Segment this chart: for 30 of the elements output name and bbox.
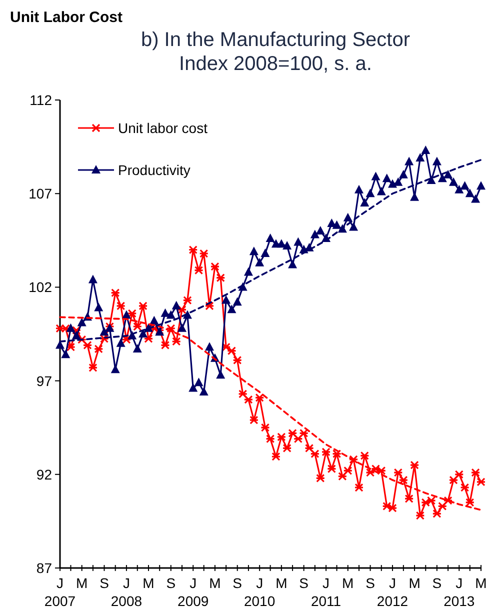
chart-subtitle: b) In the Manufacturing Sector Index 2008=100, s. a. bbox=[140, 29, 410, 75]
y-tick-label: 92 bbox=[36, 466, 52, 482]
x-tick-label: M bbox=[408, 575, 420, 591]
y-tick-label: 102 bbox=[28, 279, 52, 296]
x-tick-label: J 2011 bbox=[310, 575, 342, 609]
y-tick-label: 87 bbox=[36, 560, 52, 576]
x-tick-label: S bbox=[100, 575, 109, 591]
y-tick-label: 97 bbox=[36, 372, 52, 389]
x-tick-label: J 2009 bbox=[178, 575, 209, 609]
x-tick-label: J 2013 bbox=[444, 575, 475, 609]
legend-label: Productivity bbox=[118, 162, 190, 178]
x-tick-label: J 2007 bbox=[44, 575, 76, 609]
x-tick-label: S bbox=[366, 575, 375, 591]
x-tick-label: J 2010 bbox=[244, 575, 276, 609]
y-tick-label: 112 bbox=[30, 92, 52, 108]
x-tick-label: S bbox=[299, 575, 308, 591]
x-tick-label: J 2012 bbox=[376, 575, 408, 609]
y-tick-label: 107 bbox=[28, 186, 52, 202]
x-tick-label: J 2008 bbox=[110, 575, 142, 609]
legend-label: Unit labor cost bbox=[118, 120, 208, 136]
x-tick-label: M bbox=[276, 575, 288, 591]
x-tick-label: M bbox=[475, 575, 487, 591]
x-tick-label: M bbox=[342, 575, 354, 591]
chart-title: Unit Labor Cost bbox=[10, 9, 122, 26]
x-tick-label: S bbox=[232, 575, 242, 591]
x-tick-label: M bbox=[76, 575, 88, 591]
x-tick-label: S bbox=[166, 575, 176, 591]
x-tick-label: M bbox=[209, 575, 221, 591]
x-tick-label: M bbox=[142, 575, 154, 591]
x-tick-label: S bbox=[432, 575, 442, 591]
